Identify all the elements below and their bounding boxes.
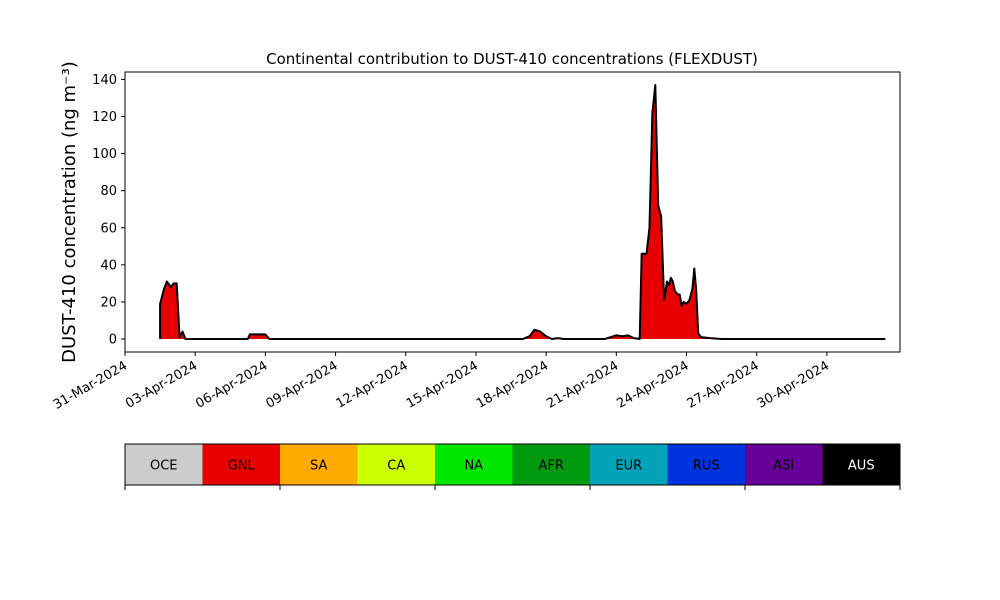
x-tick-label: 24-Apr-2024 [614,358,691,411]
y-tick-label: 60 [100,221,117,236]
legend-label-na: NA [464,459,483,474]
total-concentration-line [159,83,886,341]
x-tick-label: 03-Apr-2024 [123,358,200,411]
y-tick-label: 100 [92,147,117,162]
chart-title: Continental contribution to DUST-410 con… [266,50,758,68]
legend-label-asi: ASI [773,459,794,474]
legend-label-eur: EUR [615,459,642,474]
x-tick-label: 09-Apr-2024 [263,358,340,411]
legend-swatch-aus [822,444,900,485]
legend-label-gnl: GNL [228,459,256,474]
y-tick-label: 80 [100,184,117,199]
y-axis-label: DUST-410 concentration (ng m⁻³) [59,61,80,363]
x-tick-label: 06-Apr-2024 [193,358,270,411]
legend-label-afr: AFR [539,459,564,474]
legend-label-ca: CA [387,459,405,474]
y-tick-label: 140 [92,73,117,88]
x-tick-label: 30-Apr-2024 [755,358,832,411]
legend-swatch-asi [745,444,823,485]
legend-swatch-oce [125,444,203,485]
y-tick-label: 120 [92,110,117,125]
legend-swatch-ca [357,444,435,485]
y-tick-label: 0 [109,333,117,348]
x-tick-label: 21-Apr-2024 [544,358,621,411]
legend-swatch-eur [590,444,668,485]
legend-label-oce: OCE [150,459,178,474]
y-tick-label: 20 [100,295,117,310]
x-tick-label: 18-Apr-2024 [474,358,551,411]
x-tick-label: 31-Mar-2024 [51,358,130,412]
x-tick-label: 12-Apr-2024 [334,358,411,411]
series-area-gnl [160,84,886,340]
legend-label-rus: RUS [693,459,720,474]
x-tick-label: 15-Apr-2024 [404,358,481,411]
y-tick-label: 40 [100,258,117,273]
legend-label-aus: AUS [848,459,875,474]
x-tick-label: 27-Apr-2024 [685,358,762,411]
legend-swatch-afr [512,444,590,485]
legend-bar-frame [124,443,901,486]
legend-swatch-na [435,444,513,485]
legend-swatch-gnl [202,444,280,485]
legend-swatch-rus [667,444,745,485]
legend-swatch-sa [280,444,358,485]
plot-frame [124,71,901,353]
legend-label-sa: SA [310,459,327,474]
